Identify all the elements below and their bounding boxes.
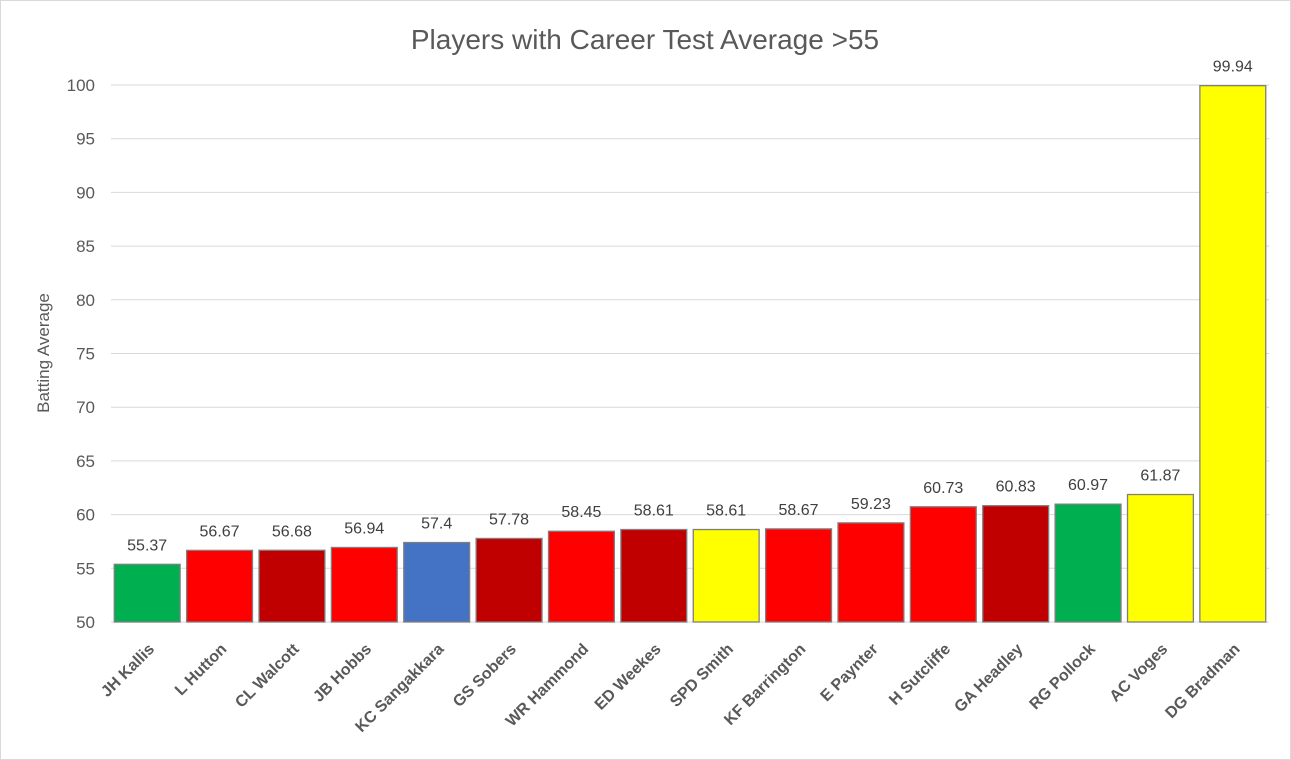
bar xyxy=(692,528,760,623)
x-tick-label: ED Weekes xyxy=(592,641,665,714)
y-tick-label: 60 xyxy=(76,506,95,525)
x-tick-label: E Paynter xyxy=(818,641,882,705)
data-label: 55.37 xyxy=(127,537,167,554)
bars xyxy=(113,84,1267,623)
bar xyxy=(258,549,326,623)
bar xyxy=(764,528,833,623)
data-label: 60.83 xyxy=(996,479,1036,496)
data-label: 61.87 xyxy=(1140,468,1180,485)
x-tick-label: GA Headley xyxy=(951,641,1026,716)
data-label: 57.4 xyxy=(421,516,452,533)
x-tick-label: SPD Smith xyxy=(667,641,737,711)
y-tick-label: 65 xyxy=(76,452,95,471)
y-tick-label: 90 xyxy=(76,183,95,202)
y-tick-label: 85 xyxy=(76,237,95,256)
data-label: 60.73 xyxy=(923,480,963,497)
y-tick-label: 55 xyxy=(76,559,95,578)
x-tick-label: JB Hobbs xyxy=(310,641,375,706)
x-tick-label: H Sutcliffe xyxy=(886,641,954,709)
bar xyxy=(620,528,688,623)
data-label: 58.61 xyxy=(634,503,674,520)
bar xyxy=(547,530,616,623)
bar xyxy=(1199,84,1267,623)
bar xyxy=(403,541,471,623)
data-label: 58.61 xyxy=(706,503,746,520)
data-label: 56.94 xyxy=(344,520,384,537)
y-tick-label: 50 xyxy=(76,613,95,632)
chart-title: Players with Career Test Average >55 xyxy=(411,24,879,55)
bar xyxy=(837,522,905,623)
data-label: 57.78 xyxy=(489,511,529,528)
data-label: 60.97 xyxy=(1068,477,1108,494)
y-axis-title: Batting Average xyxy=(34,293,53,413)
bar xyxy=(909,506,977,623)
x-tick-label: GS Sobers xyxy=(450,641,520,711)
y-tick-label: 75 xyxy=(76,345,95,364)
data-label: 99.94 xyxy=(1213,59,1253,76)
data-label: 58.45 xyxy=(561,504,601,521)
bar xyxy=(330,546,398,623)
bar xyxy=(1126,493,1195,623)
x-tick-label: JH Kallis xyxy=(98,641,158,701)
data-label: 59.23 xyxy=(851,496,891,513)
x-tick-label: L Hutton xyxy=(172,641,230,699)
x-tick-label: DG Bradman xyxy=(1162,641,1243,722)
y-tick-label: 70 xyxy=(76,398,95,417)
bar xyxy=(113,563,181,623)
y-tick-label: 95 xyxy=(76,130,95,149)
bar xyxy=(185,549,254,623)
x-tick-label: CL Walcott xyxy=(232,640,303,711)
data-label: 56.67 xyxy=(200,523,240,540)
y-tick-label: 100 xyxy=(67,76,95,95)
y-axis-ticks: 50 55 60 65 70 75 80 85 90 95 100 xyxy=(67,76,95,632)
x-tick-label: RG Pollock xyxy=(1027,641,1099,713)
data-label: 56.68 xyxy=(272,523,312,540)
bar xyxy=(475,537,543,623)
bar xyxy=(982,505,1050,623)
x-tick-label: AC Voges xyxy=(1107,641,1172,706)
y-tick-label: 80 xyxy=(76,291,95,310)
data-labels: 55.37 56.67 56.68 56.94 57.4 57.78 58.45 58.61 5… xyxy=(127,59,1253,555)
data-label: 58.67 xyxy=(779,502,819,519)
bar xyxy=(1054,503,1122,623)
